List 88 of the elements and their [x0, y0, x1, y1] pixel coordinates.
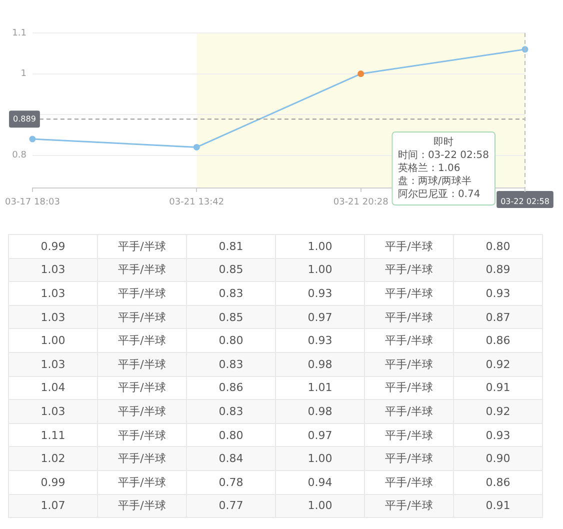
text: 平手/半球: [118, 310, 166, 324]
data-label: 0.97: [276, 423, 364, 447]
data-label: 0.94: [276, 470, 364, 494]
data-label: 0.85: [186, 305, 276, 329]
text: 平手/半球: [385, 240, 433, 253]
data-label: 0.84: [186, 446, 276, 470]
data-label: 1.07: [8, 494, 98, 518]
x-tick-label: 03-21 13:42: [169, 198, 224, 208]
data-label: 1.03: [8, 258, 98, 282]
data-label: 1.11: [8, 423, 98, 447]
data-label: 0.99: [8, 470, 98, 494]
data-label: 0.77: [186, 494, 276, 518]
text: 平手/半球: [118, 452, 166, 466]
data-label: 0.86: [186, 376, 276, 400]
data-label: 0.93: [276, 282, 364, 306]
data-label: 0.93: [454, 423, 542, 447]
text: 平手/半球: [385, 428, 433, 442]
data-label: 0.83: [186, 282, 276, 306]
data-label: 0.81: [186, 234, 276, 258]
text: 平手/半球: [118, 499, 166, 512]
text: 平手/半球: [385, 381, 433, 394]
data-label: 0.83: [186, 352, 276, 376]
text: 平手/半球: [385, 404, 433, 418]
data-label: 1.03: [8, 305, 98, 329]
text: 平手/半球: [118, 263, 166, 276]
text: 平手/半球: [118, 381, 166, 394]
data-label: 1.00: [8, 328, 98, 352]
data-label: 0.92: [454, 400, 542, 424]
text: 平手/半球: [385, 476, 433, 489]
text: 平手/半球: [118, 404, 166, 418]
text: 平手/半球: [118, 334, 166, 348]
text: 平手/半球: [385, 263, 433, 276]
text: 阿尔巴尼亚 : 0.74: [398, 188, 480, 200]
data-label: 1.04: [8, 376, 98, 400]
data-label: 0.92: [454, 352, 542, 376]
text: 平手/半球: [385, 499, 433, 512]
data-label: 1.01: [276, 376, 364, 400]
x-tick-label: 03-21 20:28: [333, 198, 389, 208]
data-label: 0.93: [276, 328, 364, 352]
data-label: 0.80: [186, 328, 276, 352]
text: 平手/半球: [118, 358, 166, 371]
data-label: 0.87: [454, 305, 542, 329]
text: 平手/半球: [385, 452, 433, 466]
text: 平手/半球: [118, 286, 166, 300]
data-label: 0.99: [8, 234, 98, 258]
y-tick-label: 0.8: [12, 150, 27, 161]
point: [358, 70, 364, 78]
data-label: 0.98: [276, 352, 364, 376]
x-tick-label: 03-17 18:03: [5, 198, 60, 208]
data-label: 1.00: [276, 258, 364, 282]
data-label: 1.03: [8, 400, 98, 424]
data-label: 0.91: [454, 494, 542, 518]
ref-line-label: 0.889: [13, 114, 36, 124]
data-label: 1.03: [8, 282, 98, 306]
data-label: 0.80: [454, 234, 542, 258]
data-label: 0.97: [276, 305, 364, 329]
text: 平手/半球: [118, 428, 166, 442]
x-tick-label: 03-22 02:58: [500, 196, 550, 206]
point: [29, 136, 36, 142]
text: 平手/半球: [385, 286, 433, 300]
data-label: 1.02: [8, 446, 98, 470]
point: [193, 144, 200, 150]
annotation: 即时: [434, 136, 454, 148]
text: 平手/半球: [385, 334, 433, 348]
y-tick-label: 1: [20, 69, 26, 80]
text: 平手/半球: [118, 240, 166, 253]
data-label: 1.00: [276, 494, 364, 518]
data-label: 1.03: [8, 352, 98, 376]
data-label: 0.98: [276, 400, 364, 424]
annotation: 盘 : 两球/两球半: [398, 175, 472, 188]
y-tick-label: 1.1: [12, 28, 26, 38]
text: 平手/半球: [385, 310, 433, 324]
data-label: 0.78: [186, 470, 276, 494]
data-label: 0.85: [186, 258, 276, 282]
data-label: 0.90: [454, 446, 542, 470]
text: 平手/半球: [118, 476, 166, 489]
text: 平手/半球: [385, 358, 433, 371]
annotation: 英格兰 : 1.06: [398, 162, 460, 174]
data-label: 0.86: [454, 470, 542, 494]
data-label: 1.00: [276, 446, 364, 470]
data-label: 0.93: [454, 282, 542, 306]
data-label: 0.91: [454, 376, 542, 400]
data-label: 0.80: [186, 423, 276, 447]
data-label: 0.89: [454, 258, 542, 282]
data-label: 0.86: [454, 328, 542, 352]
data-label: 1.00: [276, 234, 364, 258]
data-label: 0.83: [186, 400, 276, 424]
annotation: 时间 : 03-22 02:58: [398, 149, 489, 162]
